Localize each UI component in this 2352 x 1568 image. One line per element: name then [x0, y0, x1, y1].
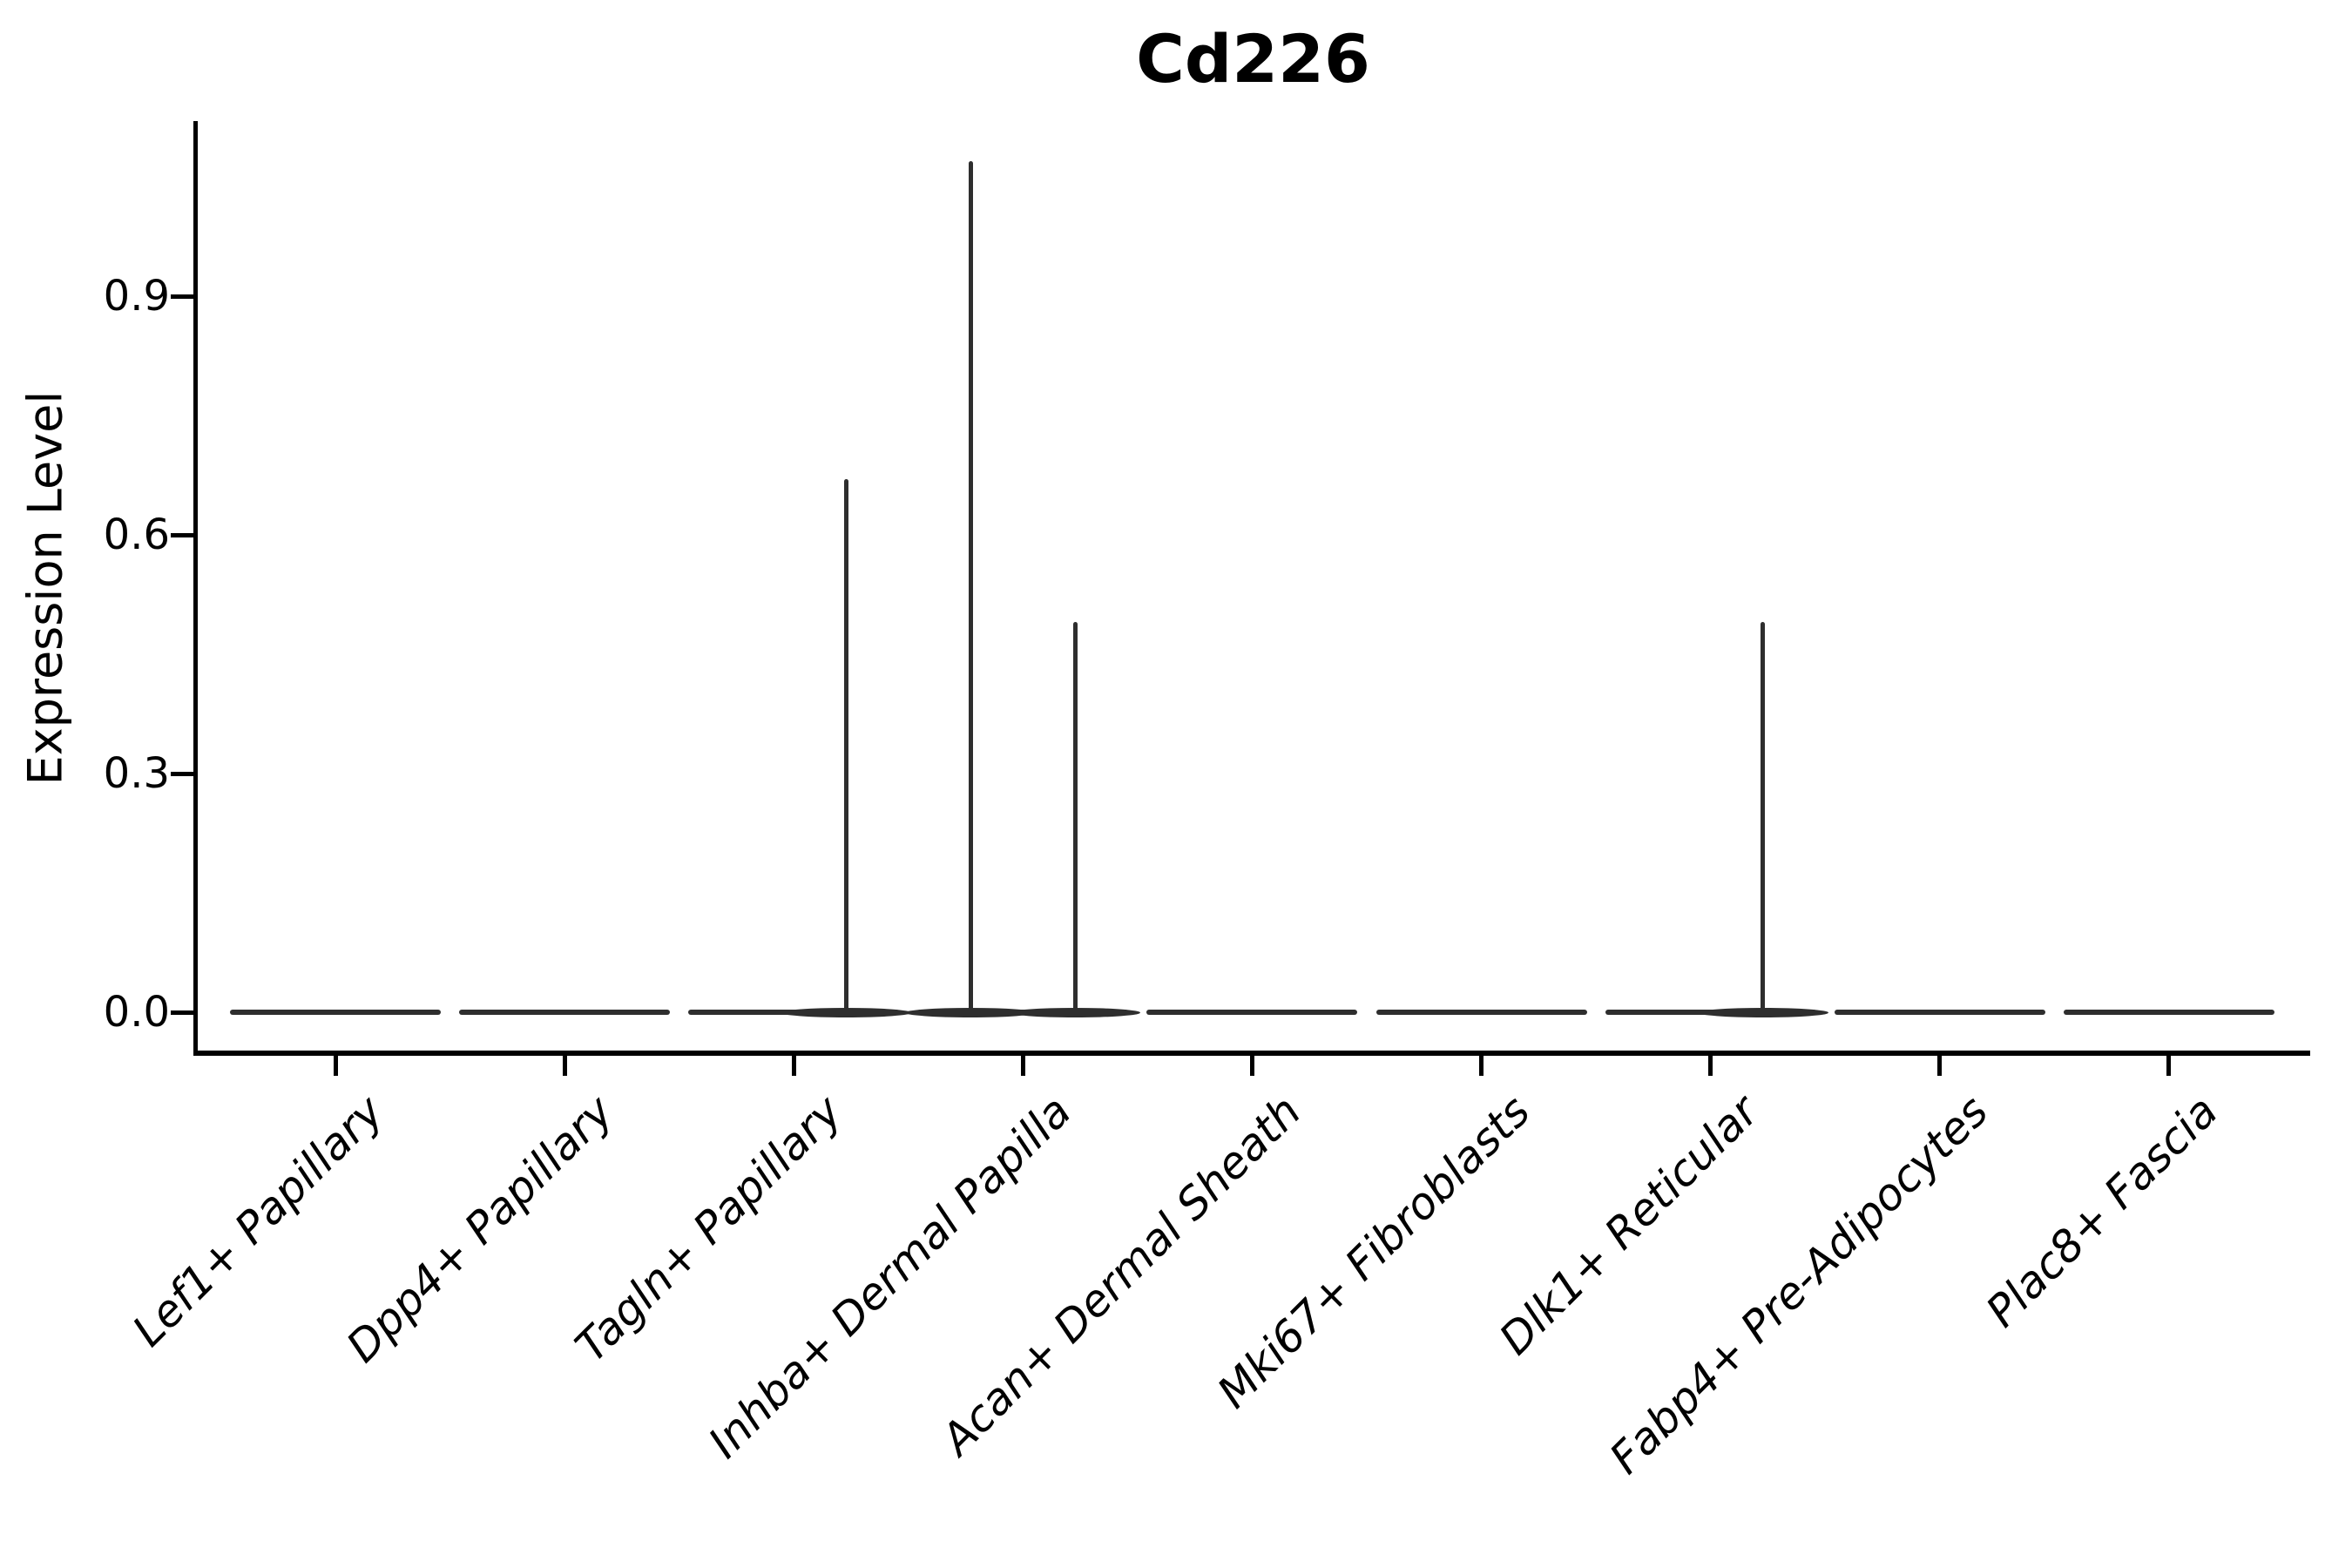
x-tick-mark: [562, 1053, 567, 1076]
x-tick-mark: [1708, 1053, 1713, 1076]
y-tick-label: 0.6: [103, 510, 170, 560]
y-tick-mark: [171, 1010, 193, 1015]
y-tick-mark: [171, 532, 193, 537]
x-tick-mark: [333, 1053, 338, 1076]
violin-body: [1375, 1010, 1587, 1015]
y-tick-mark: [171, 771, 193, 776]
y-tick-label: 0.0: [103, 988, 170, 1037]
x-tick-mark: [2166, 1053, 2172, 1076]
x-category-label: Fabp4+ Pre-Adipocytes: [1599, 1085, 1998, 1484]
y-tick-mark: [171, 294, 193, 299]
y-tick-label: 0.9: [103, 272, 170, 321]
violin-body: [459, 1010, 671, 1015]
x-category-label: Plac8+ Fascia: [1976, 1085, 2227, 1337]
violin-spike: [968, 160, 973, 1015]
x-tick-mark: [1020, 1053, 1025, 1076]
x-tick-mark: [1479, 1053, 1484, 1076]
violin-body: [1146, 1010, 1358, 1015]
violin-body: [1834, 1010, 2045, 1015]
x-tick-mark: [1249, 1053, 1254, 1076]
x-tick-mark: [791, 1053, 796, 1076]
violin-spike: [1072, 622, 1078, 1015]
violin-body: [230, 1010, 441, 1015]
violin-spike: [843, 479, 848, 1015]
y-tick-label: 0.3: [103, 749, 170, 798]
x-category-label: Lef1+ Papillary: [123, 1085, 394, 1356]
plot-title: Cd226: [1136, 20, 1370, 98]
y-axis-line: [193, 121, 198, 1056]
y-axis-label: Expression Level: [17, 390, 73, 786]
violin-spike: [1761, 622, 1766, 1015]
x-tick-mark: [1937, 1053, 1943, 1076]
violin-body: [2063, 1010, 2274, 1015]
